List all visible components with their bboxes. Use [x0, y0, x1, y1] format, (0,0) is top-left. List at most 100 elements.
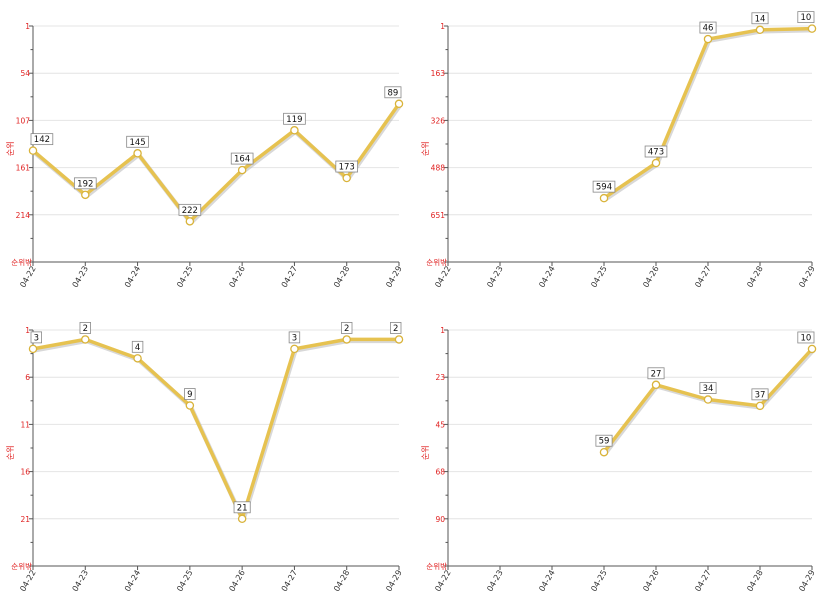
x-tick-label: 04-25 — [175, 569, 194, 594]
data-label-box — [335, 160, 359, 173]
x-tick-label: 04-22 — [433, 569, 452, 594]
data-label-box — [389, 322, 402, 334]
data-label: 37 — [751, 388, 769, 401]
data-label-text: 2 — [83, 324, 88, 334]
x-tick-label: 04-26 — [641, 265, 660, 290]
data-label-text: 164 — [234, 155, 250, 165]
data-label: 9 — [184, 388, 196, 400]
data-point — [807, 344, 817, 354]
data-label: 89 — [384, 86, 402, 98]
data-label: 142 — [30, 133, 54, 146]
data-point — [703, 395, 713, 404]
data-point — [755, 25, 765, 35]
data-label: 59 — [595, 434, 613, 447]
y-tick-label: 1 — [25, 326, 30, 335]
data-label: 473 — [644, 145, 668, 158]
data-label-box — [647, 367, 665, 380]
data-label-text: 10 — [800, 13, 811, 23]
data-point — [599, 193, 609, 203]
data-point — [755, 401, 765, 411]
x-tick-label: 04-29 — [797, 265, 816, 290]
data-point — [185, 401, 195, 410]
data-label-text: 173 — [339, 163, 355, 173]
data-label-text: 46 — [703, 24, 714, 34]
data-point — [394, 335, 404, 344]
x-tick-label: 04-25 — [175, 265, 194, 290]
data-label-box — [230, 152, 254, 165]
data-label-text: 89 — [387, 88, 398, 98]
data-label-box — [595, 434, 613, 447]
y-tick-label: 651 — [431, 211, 446, 220]
data-point — [185, 217, 195, 226]
data-label: 222 — [178, 203, 202, 216]
data-point — [81, 190, 90, 200]
y-tick-label: 6 — [25, 373, 30, 382]
data-label-box — [751, 388, 769, 401]
data-label-box — [73, 177, 97, 190]
y-tick-label: 488 — [431, 164, 446, 173]
series-line — [602, 26, 814, 200]
y-bottom-label: 순위밖 — [11, 561, 32, 571]
data-point — [703, 34, 713, 44]
data-label: 145 — [126, 135, 149, 148]
data-label-text: 2 — [344, 324, 349, 334]
data-label-text: 2 — [393, 324, 398, 334]
data-point — [599, 447, 609, 457]
data-label-box — [30, 133, 54, 146]
x-tick-label: 04-22 — [433, 265, 452, 290]
data-label-text: 119 — [286, 115, 302, 125]
data-label: 27 — [647, 367, 665, 380]
data-point — [651, 380, 661, 390]
x-tick-label: 04-28 — [745, 569, 764, 594]
data-label-text: 59 — [599, 437, 610, 447]
series-line-shadow — [602, 27, 816, 202]
data-label: 3 — [288, 331, 301, 343]
x-tick-label: 04-26 — [641, 569, 660, 594]
x-tick-label: 04-27 — [693, 265, 712, 290]
y-tick-label: 11 — [20, 420, 30, 429]
data-point — [651, 158, 661, 168]
data-label: 192 — [73, 177, 97, 190]
data-label-box — [283, 112, 306, 125]
data-label-text: 594 — [596, 183, 612, 193]
y-tick-label: 23 — [435, 373, 445, 382]
y-tick-label: 68 — [435, 468, 445, 477]
x-tick-label: 04-24 — [123, 265, 142, 290]
data-label-text: 21 — [237, 503, 248, 513]
data-label-box — [178, 203, 202, 216]
y-tick-label: 163 — [431, 69, 446, 78]
data-point — [290, 126, 299, 135]
y-tick-label: 214 — [16, 211, 31, 220]
y-tick-label: 1 — [440, 326, 445, 335]
y-tick-label: 90 — [435, 515, 445, 524]
data-label-text: 4 — [135, 343, 140, 353]
data-point — [28, 146, 38, 155]
data-label: 173 — [335, 160, 359, 173]
data-label-box — [797, 331, 815, 344]
data-point — [133, 354, 142, 363]
x-tick-label: 04-29 — [797, 569, 816, 594]
x-tick-label: 04-23 — [485, 265, 504, 290]
x-tick-label: 04-23 — [71, 265, 90, 290]
series-line — [31, 337, 401, 521]
x-tick-label: 04-27 — [693, 569, 712, 594]
y-tick-label: 1 — [440, 22, 445, 31]
y-tick-label: 21 — [20, 515, 30, 524]
data-point — [237, 165, 247, 175]
x-tick-label: 04-29 — [384, 569, 403, 594]
data-label: 14 — [751, 12, 769, 24]
data-label-box — [79, 322, 91, 334]
data-label-text: 3 — [292, 333, 297, 343]
x-tick-label: 04-26 — [227, 265, 246, 290]
data-label: 34 — [699, 382, 717, 394]
x-tick-label: 04-22 — [18, 569, 37, 594]
data-label-text: 142 — [34, 135, 50, 145]
series-line-shadow — [31, 338, 403, 523]
data-label-box — [131, 340, 144, 353]
chart-panel-4: 1 23 45 68 90 순위밖 순위 04-22 04-23 04-24 04-25 04-26 0… — [421, 326, 817, 593]
data-label-text: 192 — [77, 179, 93, 189]
data-point — [28, 344, 38, 354]
y-tick-label: 107 — [16, 116, 31, 125]
x-tick-label: 04-25 — [589, 569, 608, 594]
data-label-box — [699, 382, 717, 394]
